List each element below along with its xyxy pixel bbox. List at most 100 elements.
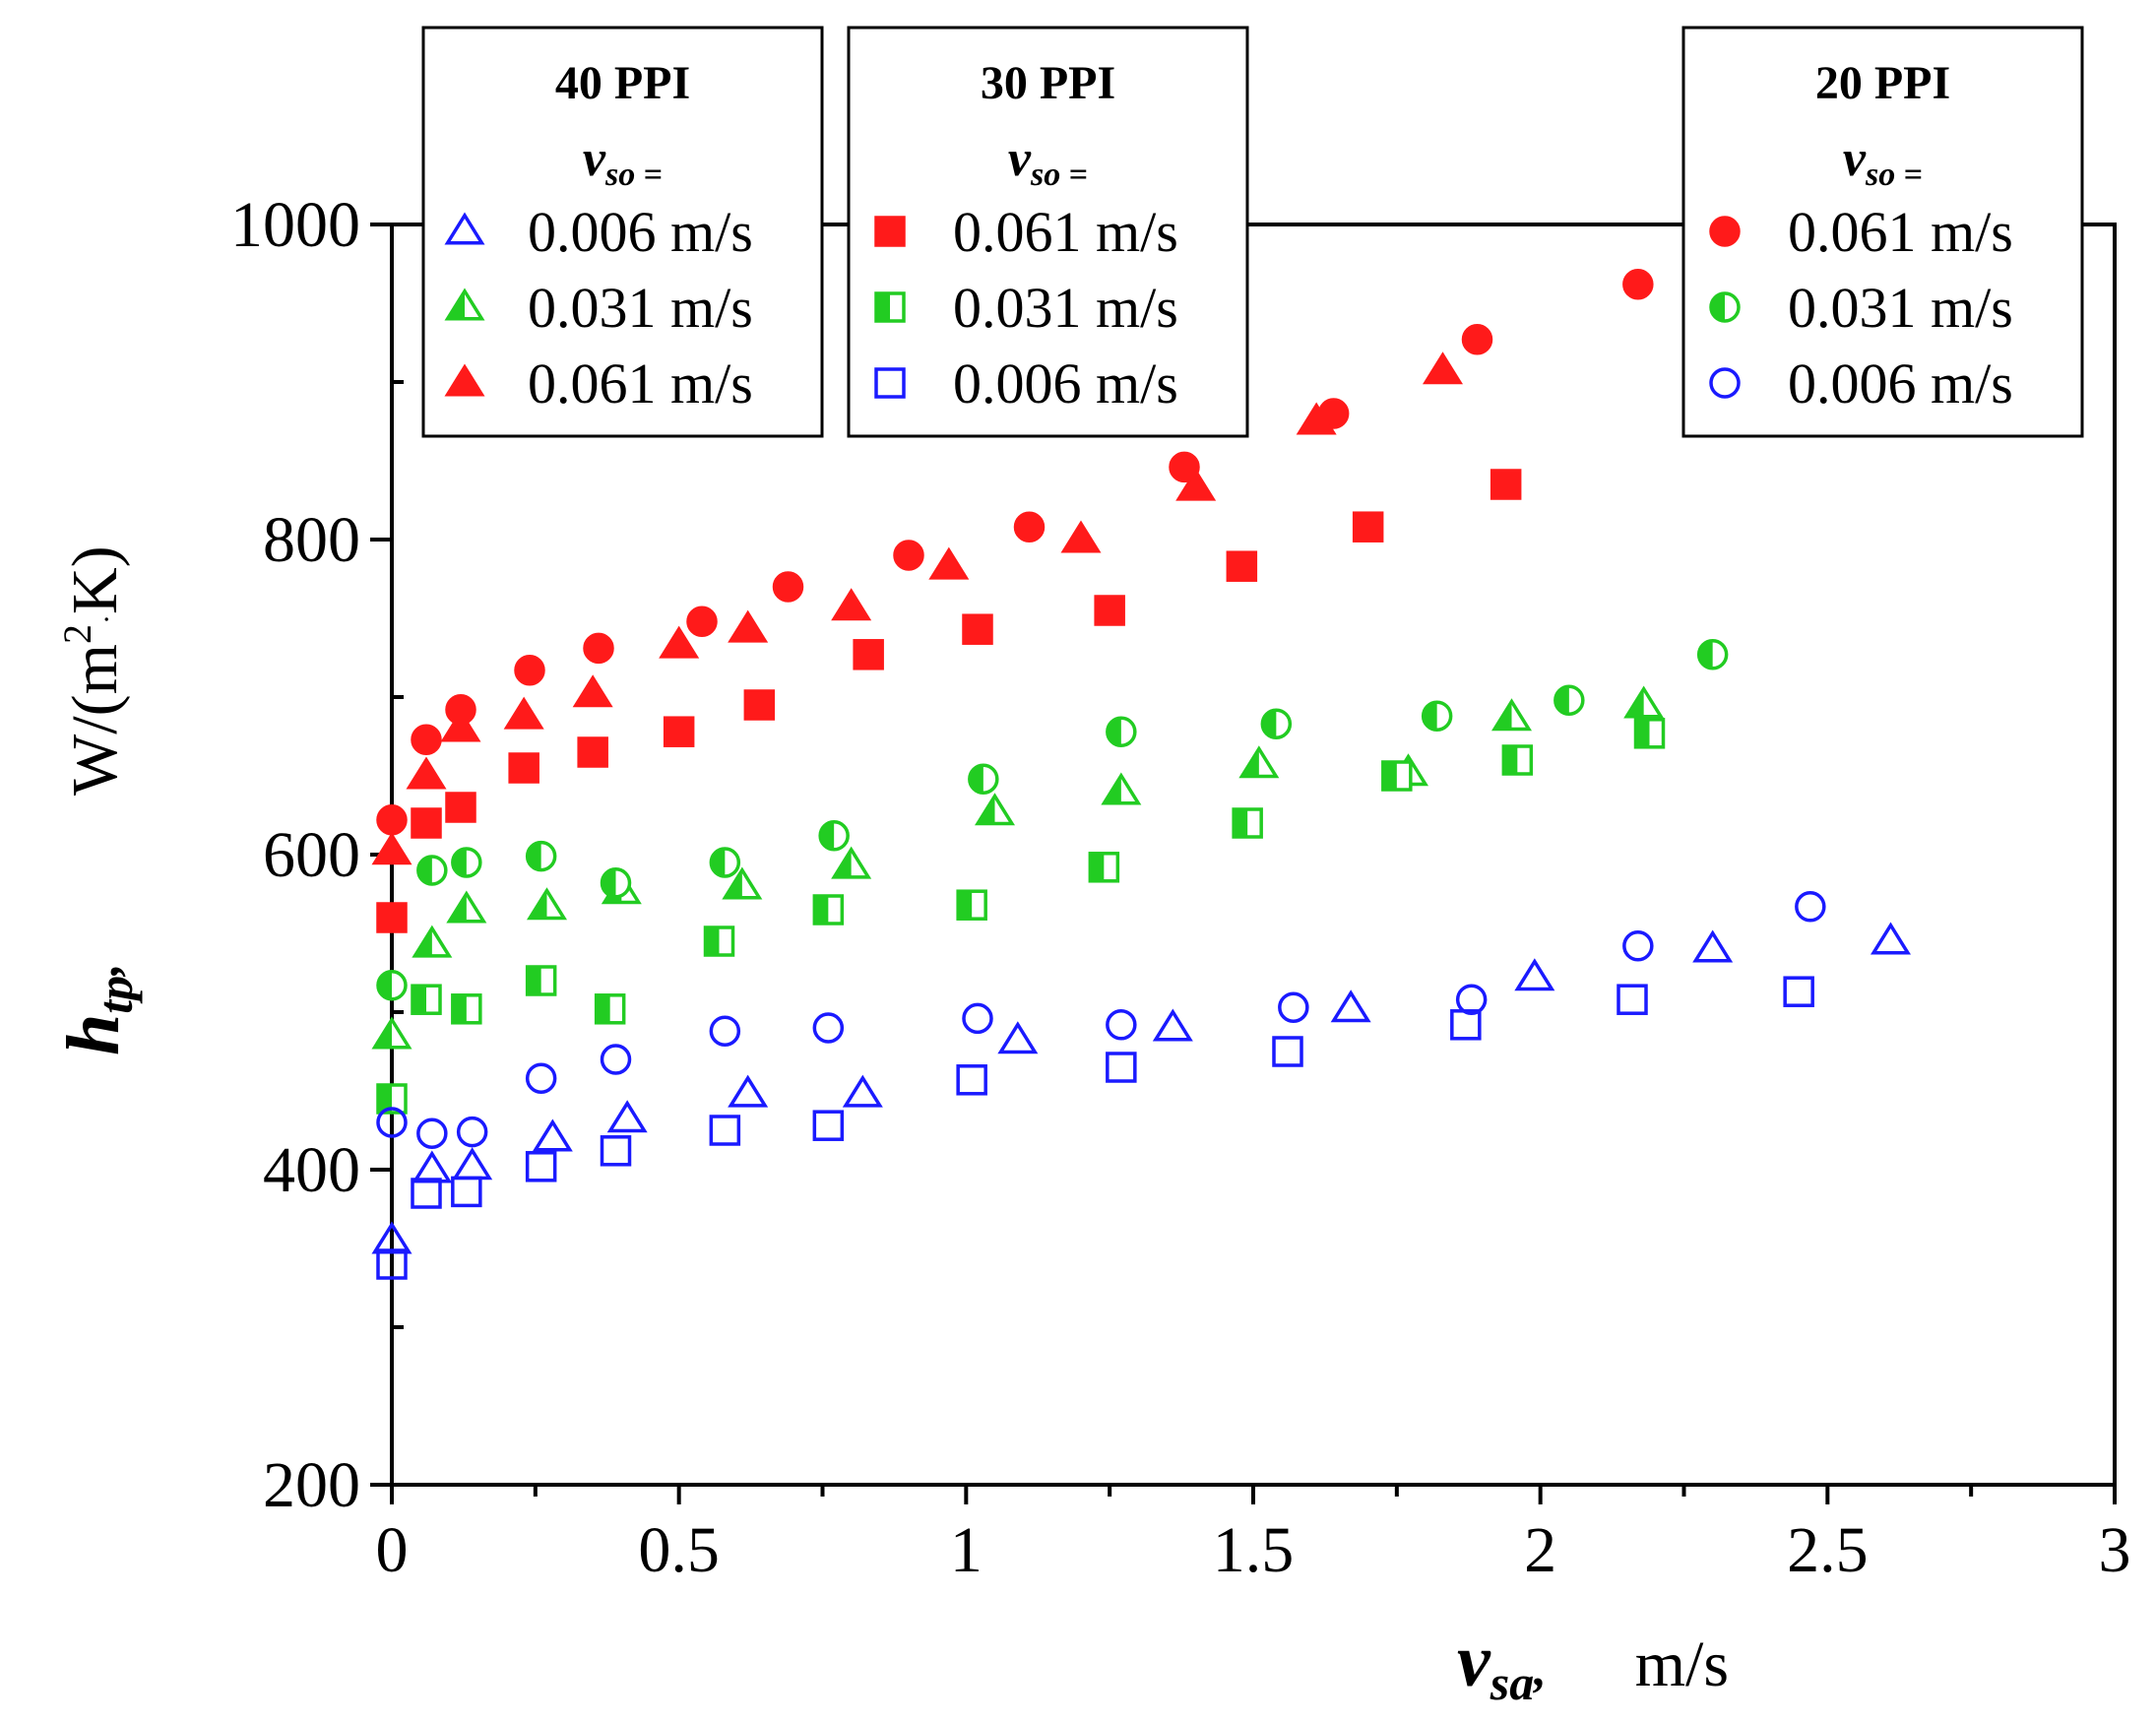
data-point (968, 763, 999, 795)
legend-label: 0.061 m/s (953, 200, 1178, 264)
legend-label: 0.031 m/s (953, 276, 1178, 340)
data-point (445, 694, 476, 726)
legend-label: 0.006 m/s (528, 200, 753, 264)
x-tick-label: 1.5 (1213, 1514, 1295, 1586)
legend-entry: 0.061 m/s (874, 200, 1178, 264)
x-tick-label: 3 (2099, 1514, 2131, 1586)
data-point (445, 792, 476, 823)
legend-marker (444, 363, 485, 397)
data-point (1617, 984, 1648, 1015)
series-ppi20_061 (376, 269, 1654, 836)
data-point (451, 1176, 482, 1208)
series-ppi40_061 (371, 351, 1464, 865)
legend-label: 0.031 m/s (1788, 276, 2013, 340)
data-point (1490, 469, 1522, 500)
data-point (1795, 891, 1826, 923)
data-point (893, 540, 924, 571)
data-point (412, 1150, 453, 1183)
data-point (583, 632, 614, 665)
data-point (743, 689, 776, 721)
data-point (1622, 930, 1654, 962)
legend-box (1681, 26, 2084, 438)
data-point (728, 609, 769, 643)
y-axis-title-unit: W/(m2·K) (55, 545, 131, 796)
data-point (508, 752, 539, 784)
data-point (853, 639, 884, 670)
data-point (1501, 744, 1534, 776)
legend-entry: 0.031 m/s (874, 276, 1178, 340)
legend-box (421, 26, 824, 438)
x-tick-label: 0 (376, 1514, 409, 1586)
data-point (376, 902, 408, 933)
x-tick-label: 2.5 (1787, 1514, 1869, 1586)
legend-marker (444, 287, 485, 321)
data-point (1455, 984, 1488, 1015)
data-point (722, 866, 763, 900)
data-point (1088, 852, 1120, 883)
data-point (411, 1178, 442, 1209)
data-point (1106, 1052, 1137, 1083)
data-point (416, 855, 448, 886)
series-ppi30_031 (376, 718, 1666, 1115)
legend-marker (874, 216, 906, 247)
legend-vso-label: vso = (1008, 131, 1088, 193)
data-point (1381, 760, 1413, 792)
y-axis-label: htp, W/(m2·K) (52, 545, 143, 1055)
legend-title: 20 PPI (1815, 57, 1950, 109)
series-ppi40_031 (371, 685, 1665, 1050)
data-point (594, 993, 626, 1025)
data-point (818, 820, 850, 852)
legend-vso-label: vso = (583, 131, 663, 193)
data-point (1272, 1036, 1303, 1067)
data-point (376, 1083, 408, 1115)
data-point (411, 807, 442, 839)
data-point (1106, 1009, 1137, 1041)
legend-entry: 0.061 m/s (444, 351, 753, 415)
x-tick-label: 0.5 (638, 1514, 720, 1586)
data-point (686, 606, 718, 637)
legend-label: 0.006 m/s (1788, 351, 2013, 415)
data-point (1490, 698, 1533, 732)
data-point (376, 970, 408, 1001)
legend-entry: 0.061 m/s (1709, 200, 2013, 264)
data-point (600, 1044, 632, 1075)
data-point (663, 716, 695, 747)
data-point (1013, 511, 1046, 542)
data-point (1633, 718, 1666, 749)
data-point (956, 1064, 987, 1096)
legend-marker (1709, 216, 1741, 247)
series-ppi30_006 (376, 976, 1814, 1280)
data-point (772, 571, 804, 603)
legend-vso-label: vso = (1843, 131, 1923, 193)
legend-marker (444, 212, 485, 245)
data-point (1060, 520, 1102, 553)
data-point (831, 588, 872, 621)
data-point (831, 846, 872, 879)
y-tick-label: 800 (263, 504, 360, 576)
x-axis-title: vsa, m/s (1457, 1620, 1729, 1710)
y-axis-title-symbol: htp, (52, 963, 143, 1055)
legend-label: 0.031 m/s (528, 276, 753, 340)
y-tick-label: 1000 (230, 189, 360, 261)
data-point (600, 1135, 632, 1167)
data-point (1317, 398, 1350, 429)
data-point (1330, 989, 1371, 1023)
data-point (606, 1100, 648, 1133)
data-point (525, 1062, 557, 1094)
legend-label: 0.061 m/s (528, 351, 753, 415)
data-point (1278, 991, 1309, 1023)
series-ppi20_006 (376, 891, 1826, 1149)
data-point (1232, 807, 1263, 839)
data-point (1260, 708, 1293, 739)
data-point (812, 1110, 845, 1141)
legend-entry: 0.006 m/s (874, 351, 1178, 415)
data-point (1422, 351, 1464, 385)
data-point (812, 894, 845, 925)
data-point (376, 804, 408, 836)
data-point (709, 1115, 741, 1146)
series-ppi40_006 (371, 922, 1912, 1254)
data-point (514, 655, 545, 686)
series-ppi20_031 (376, 639, 1729, 1001)
legend-ppi20: 20 PPI vso = 0.061 m/s 0.031 m/s 0.006 m/s (1681, 26, 2084, 438)
